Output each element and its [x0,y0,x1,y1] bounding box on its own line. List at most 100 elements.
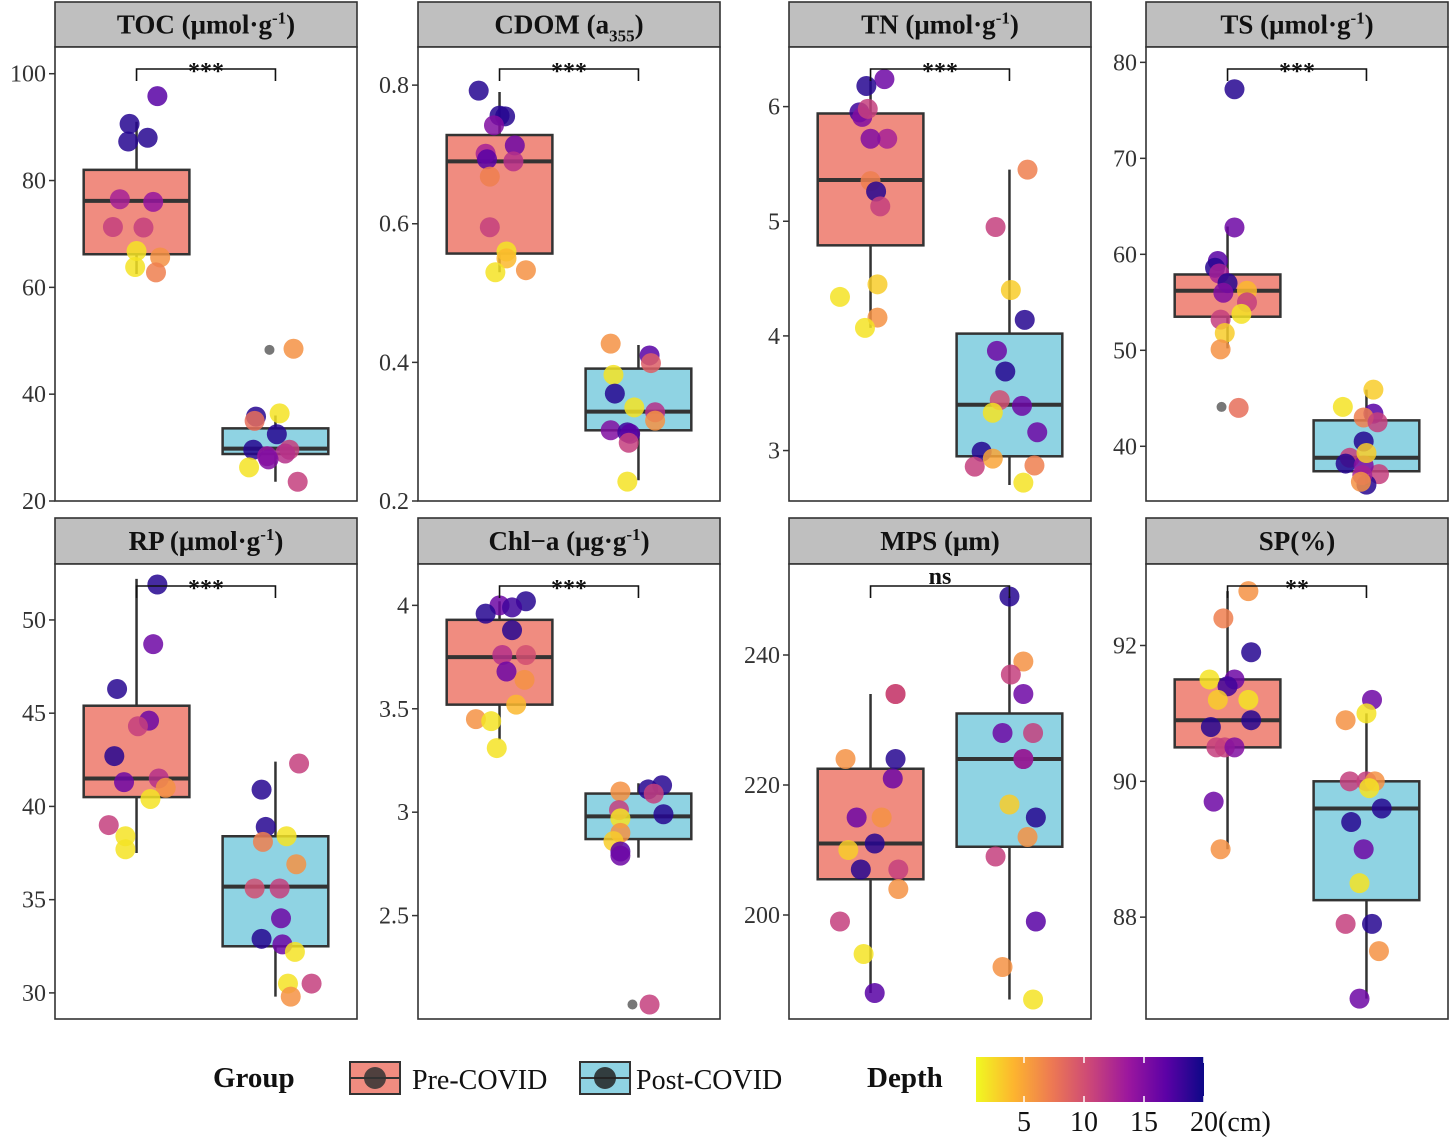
depth-tick-label: 10 [1070,1107,1098,1138]
data-point [600,420,621,441]
data-point [1350,471,1371,492]
data-point [468,80,489,101]
data-point [1356,703,1377,724]
data-point [856,75,877,96]
data-point [999,794,1020,815]
data-point [477,149,498,170]
data-point [239,457,260,478]
y-tick-label: 90 [1113,769,1137,795]
significance-bracket [869,585,1011,598]
facet-title: TS (μmol·g-1) [1220,9,1373,40]
data-point [874,69,895,90]
significance-bracket [135,585,277,598]
significance-label: *** [188,576,224,602]
y-tick-label: 80 [1113,50,1137,76]
data-point [1339,771,1360,792]
data-point [1000,664,1021,685]
data-point [853,944,874,964]
data-point [888,859,909,880]
facet-title: CDOM (a355) [494,10,643,46]
data-point [1335,453,1356,474]
y-tick-label: 50 [1113,338,1137,364]
data-point [618,432,639,453]
data-point [1238,689,1259,710]
y-tick-label: 20 [22,489,46,515]
data-point [1025,807,1046,828]
data-point [992,723,1013,743]
data-point [624,397,645,418]
data-point [1241,642,1262,663]
data-point [244,878,265,899]
significance-bracket [1226,68,1368,81]
data-point [610,808,631,829]
data-point [1210,339,1231,360]
data-point [982,402,1003,423]
facet-title: RP (μmol·g-1) [129,525,284,556]
facet-panel: TN (μmol·g-1) 3 4 5 6 *** [768,1,1092,502]
data-point [864,833,885,854]
data-point [888,879,909,899]
y-tick-label: 40 [22,794,46,820]
data-point [1023,723,1044,743]
data-point [1214,323,1235,344]
data-point [109,189,130,210]
data-point [1213,608,1234,629]
y-tick-label: 5 [768,209,780,235]
facet-panel: TOC (μmol·g-1) 20 40 60 80 100 *** [10,1,358,515]
data-point [982,448,1003,469]
data-point [486,738,507,759]
data-point [143,191,164,212]
data-point [1213,282,1234,303]
panel-background [417,46,721,502]
y-tick-label: 240 [744,643,780,669]
data-point [1023,989,1044,1010]
outlier-point [627,999,638,1010]
y-tick-label: 70 [1113,146,1137,172]
box-iqr [82,168,191,256]
data-point [283,338,304,359]
data-point [1341,812,1362,833]
data-point [147,574,168,595]
data-point [1027,422,1048,443]
data-point [119,113,140,134]
data-point [871,807,892,828]
outlier-point [264,344,275,355]
y-tick-label: 0.8 [379,73,409,99]
data-point [479,217,500,238]
data-point [1231,303,1252,324]
data-point [465,709,486,730]
data-point [870,196,891,217]
data-point [504,135,525,156]
data-point [515,260,536,281]
data-point [1013,651,1034,672]
data-point [964,456,985,477]
facet-panel: Chl−a (μg·g-1) 2.5 3 3.5 4 *** [379,517,721,1020]
data-point [287,471,308,492]
y-tick-label: 88 [1113,905,1137,931]
significance-label: ** [1285,576,1309,602]
legend-label: Pre-COVID [412,1065,547,1096]
y-tick-label: 0.4 [379,350,409,376]
legend-group-title: Group [213,1062,295,1094]
data-point [850,859,871,880]
box-iqr [445,133,554,255]
data-point [479,166,500,187]
data-point [155,777,176,798]
data-point [1013,749,1034,769]
facet-panel: MPS (μm) 200 220 240 ns [744,517,1092,1020]
data-point [284,941,305,962]
data-point [252,831,273,852]
data-point [133,217,154,238]
data-point [600,333,621,354]
depth-tick-label: 15 [1130,1107,1158,1138]
data-point [137,127,158,148]
data-point [98,815,119,836]
data-point [107,678,128,699]
significance-label: *** [922,59,958,85]
data-point [1353,839,1374,860]
data-point [475,603,496,624]
data-point [271,908,292,929]
facet-strip [54,517,358,565]
data-point [1362,913,1383,934]
data-point [867,274,888,295]
